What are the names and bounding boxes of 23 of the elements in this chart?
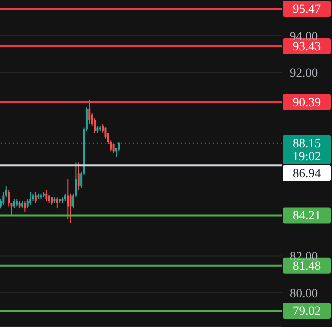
y-tick-label: 92.00 <box>290 66 318 80</box>
candlestick <box>24 200 26 213</box>
ref-line-label: 88.15 <box>292 136 322 150</box>
ref-line-label: 95.47 <box>292 2 322 16</box>
candlestick <box>8 190 10 208</box>
candlestick <box>46 190 48 202</box>
ref-line-label: 90.39 <box>292 95 322 110</box>
ref-line-label: 86.94 <box>292 166 322 180</box>
candlestick <box>118 142 120 152</box>
y-tick-label: 80.00 <box>290 286 318 300</box>
candlestick <box>102 124 104 134</box>
ref-line-label: 79.02 <box>292 304 322 318</box>
candlestick <box>56 197 58 210</box>
ref-line-label: 84.21 <box>292 208 322 223</box>
candlestick <box>67 178 70 220</box>
candlestick <box>78 162 80 191</box>
text: 19:02 <box>292 149 322 164</box>
candlestick <box>34 192 37 204</box>
candlestick <box>30 192 32 206</box>
candlestick <box>13 198 16 210</box>
ref-line-label: 93.43 <box>292 39 322 54</box>
candlestick <box>70 193 72 224</box>
candlestick <box>88 100 91 125</box>
